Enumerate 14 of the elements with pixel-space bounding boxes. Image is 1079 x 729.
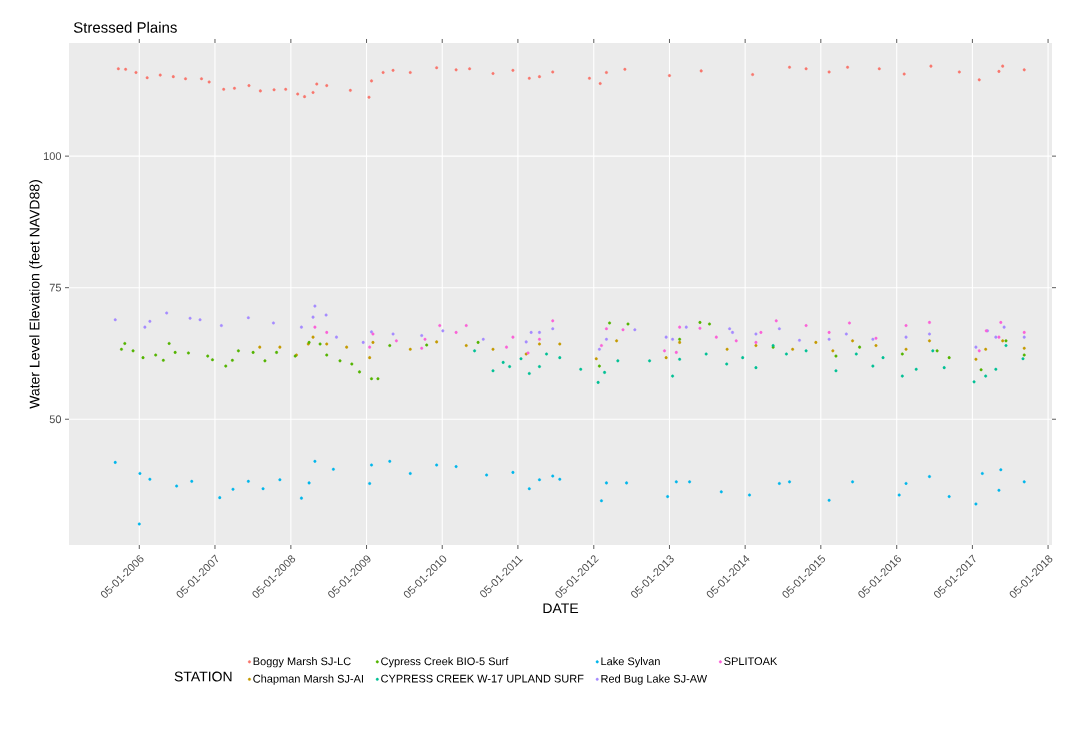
- legend-label: CYPRESS CREEK W-17 UPLAND SURF: [381, 674, 584, 683]
- y-tick-label: 100: [43, 152, 62, 161]
- legend-label: Cypress Creek BIO-5 Surf: [381, 657, 509, 668]
- legend-label: Red Bug Lake SJ-AW: [601, 674, 708, 685]
- legend-label: Lake Sylvan: [601, 657, 660, 668]
- chart-title: Stressed Plains: [73, 21, 177, 33]
- y-tick-label: 75: [49, 283, 62, 292]
- legend-label: SPLITOAK: [724, 657, 778, 666]
- y-axis-title: Water Level Elevation (feet NAVD88): [29, 180, 43, 409]
- legend-title: STATION: [174, 671, 232, 682]
- legend-label: Chapman Marsh SJ-AI: [253, 674, 363, 685]
- legend-label: Boggy Marsh SJ-LC: [253, 657, 351, 668]
- y-tick-label: 50: [49, 415, 62, 424]
- x-axis-title: DATE: [543, 603, 579, 614]
